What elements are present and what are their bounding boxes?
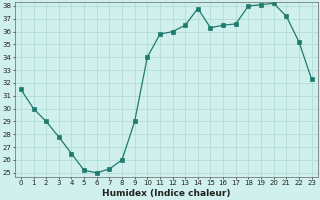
X-axis label: Humidex (Indice chaleur): Humidex (Indice chaleur) — [102, 189, 230, 198]
